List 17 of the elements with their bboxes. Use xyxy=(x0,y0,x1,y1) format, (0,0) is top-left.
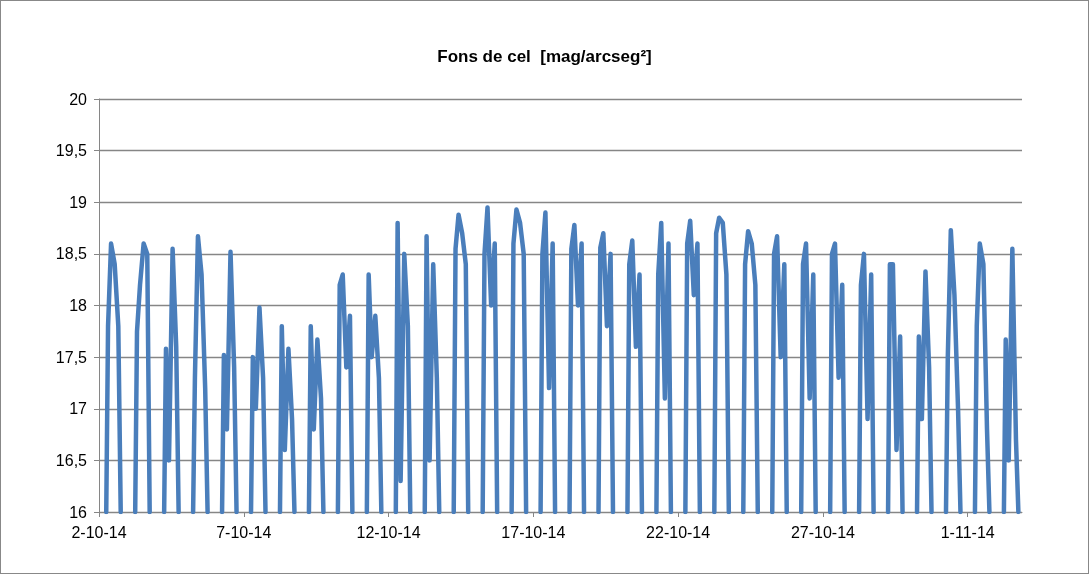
y-tick-label: 16,5 xyxy=(55,451,88,469)
y-tick-label: 19,5 xyxy=(55,142,88,160)
x-tick-label: 1-11-14 xyxy=(940,523,995,541)
x-tick-label: 7-10-14 xyxy=(216,523,272,541)
y-tick-label: 17 xyxy=(69,400,88,418)
y-tick-label: 17,5 xyxy=(55,348,88,366)
y-tick-label: 18 xyxy=(69,297,88,314)
y-tick-label: 18,5 xyxy=(55,245,88,263)
y-tick-label: 19 xyxy=(69,193,88,211)
x-tick-label: 22-10-14 xyxy=(646,523,711,541)
x-tick-label: 2-10-14 xyxy=(71,523,127,541)
y-tick-label: 16 xyxy=(69,503,88,521)
x-tick-label: 17-10-14 xyxy=(501,523,566,541)
x-tick-label: 27-10-14 xyxy=(790,523,856,541)
y-tick-label: 20 xyxy=(69,90,88,108)
chart-title: Fons de cel [mag/arcseg²] xyxy=(437,47,652,66)
x-tick-label: 12-10-14 xyxy=(356,523,421,541)
